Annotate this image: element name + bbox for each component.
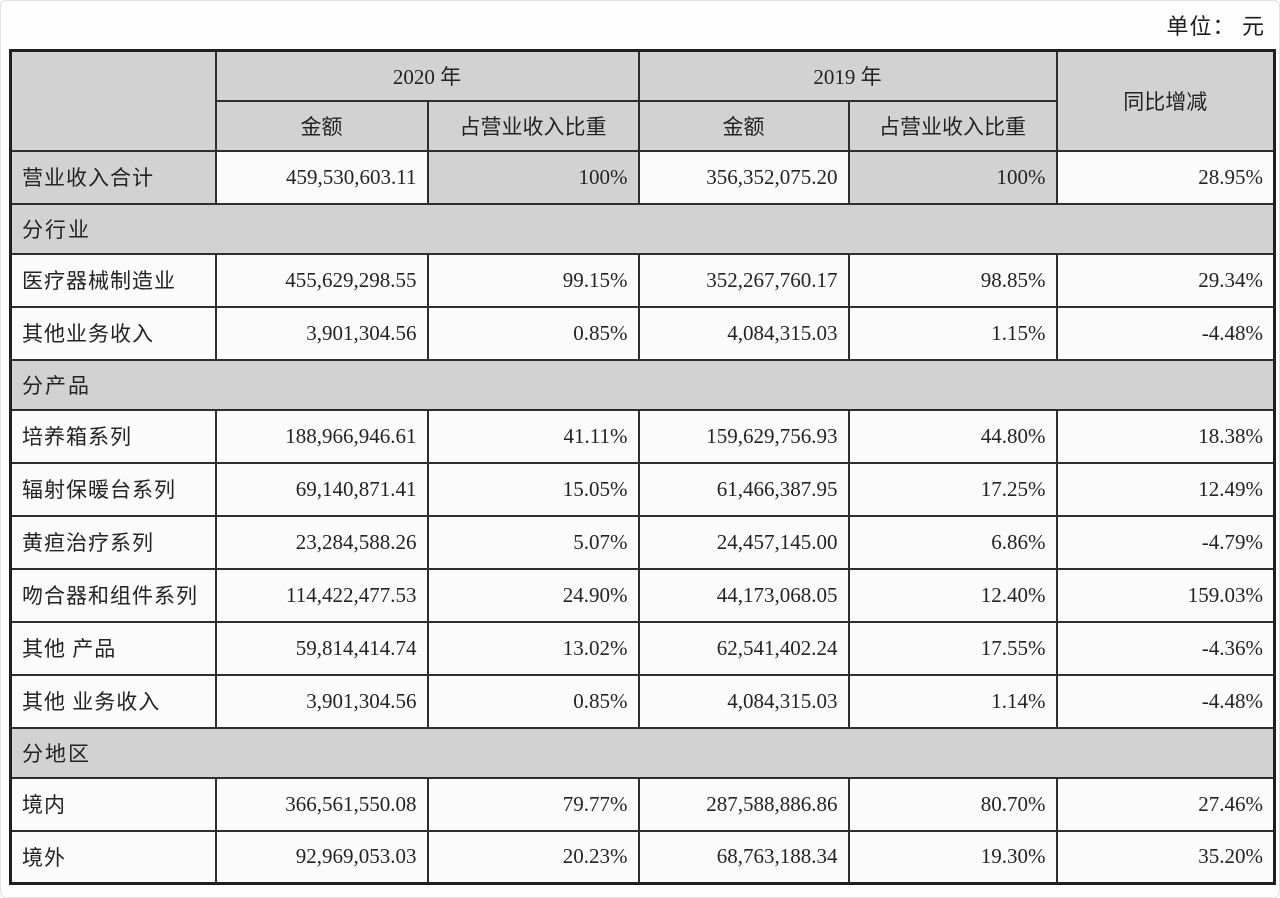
table-row: 境内 366,561,550.08 79.77% 287,588,886.86 … (9, 776, 1276, 832)
amount-2019-cell: 356,352,075.20 (637, 149, 850, 205)
row-label: 培养箱系列 (9, 408, 217, 464)
table-row: 吻合器和组件系列 114,422,477.53 24.90% 44,173,06… (9, 567, 1276, 623)
header-row-years: 2020 年 2019 年 同比增减 (9, 49, 1276, 152)
pct-2019-cell: 17.25% (847, 461, 1058, 517)
pct-2019-cell: 1.14% (847, 673, 1058, 729)
pct-2020-cell: 79.77% (426, 776, 640, 832)
amount-2020-cell: 92,969,053.03 (214, 829, 429, 885)
table-row: 其他 业务收入 3,901,304.56 0.85% 4,084,315.03 … (9, 673, 1276, 729)
amount-2020-cell: 59,814,414.74 (214, 620, 429, 676)
row-label: 黄疸治疗系列 (9, 514, 217, 570)
pct-2019-cell: 44.80% (847, 408, 1058, 464)
table-row: 其他业务收入 3,901,304.56 0.85% 4,084,315.03 1… (9, 305, 1276, 361)
yoy-cell: -4.36% (1055, 620, 1276, 676)
yoy-cell: 27.46% (1055, 776, 1276, 832)
header-row-measures: 金额 占营业收入比重 金额 占营业收入比重 (11, 99, 1275, 152)
amount-2020-cell: 3,901,304.56 (214, 673, 429, 729)
amount-2019-cell: 24,457,145.00 (637, 514, 850, 570)
header-yoy: 同比增减 (1055, 49, 1276, 152)
table-row: 其他 产品 59,814,414.74 13.02% 62,541,402.24… (9, 620, 1276, 676)
amount-2020-cell: 69,140,871.41 (214, 461, 429, 517)
row-label: 其他业务收入 (9, 305, 217, 361)
yoy-cell: 159.03% (1055, 567, 1276, 623)
pct-2020-cell: 15.05% (426, 461, 640, 517)
amount-2019-cell: 287,588,886.86 (637, 776, 850, 832)
pct-2019-cell: 17.55% (847, 620, 1058, 676)
row-label: 营业收入合计 (9, 149, 217, 205)
header-share-2019: 占营业收入比重 (847, 99, 1058, 152)
yoy-cell: -4.79% (1055, 514, 1276, 570)
header-year-2019: 2019 年 (637, 49, 1058, 102)
amount-2020-cell: 188,966,946.61 (214, 408, 429, 464)
amount-2020-cell: 23,284,588.26 (214, 514, 429, 570)
amount-2019-cell: 68,763,188.34 (637, 829, 850, 885)
header-year-2020: 2020 年 (214, 49, 640, 102)
pct-2019-cell: 80.70% (847, 776, 1058, 832)
yoy-cell: -4.48% (1055, 673, 1276, 729)
amount-2020-cell: 455,629,298.55 (214, 252, 429, 308)
pct-2020-cell: 41.11% (426, 408, 640, 464)
pct-2019-cell: 100% (847, 149, 1058, 205)
section-label: 分地区 (9, 726, 1276, 779)
row-label: 其他 业务收入 (9, 673, 217, 729)
pct-2020-cell: 0.85% (426, 673, 640, 729)
row-label: 吻合器和组件系列 (9, 567, 217, 623)
header-amount-2020: 金额 (214, 99, 429, 152)
table-row: 培养箱系列 188,966,946.61 41.11% 159,629,756.… (9, 408, 1276, 464)
table-row-total: 营业收入合计 459,530,603.11 100% 356,352,075.2… (9, 149, 1276, 205)
yoy-cell: 12.49% (1055, 461, 1276, 517)
row-label: 辐射保暖台系列 (9, 461, 217, 517)
yoy-cell: -4.48% (1055, 305, 1276, 361)
table-row: 境外 92,969,053.03 20.23% 68,763,188.34 19… (9, 829, 1276, 885)
yoy-cell: 18.38% (1055, 408, 1276, 464)
unit-label: 单位： 元 (1166, 14, 1265, 39)
pct-2019-cell: 1.15% (847, 305, 1058, 361)
row-label: 医疗器械制造业 (9, 252, 217, 308)
header-share-2020: 占营业收入比重 (426, 99, 640, 152)
pct-2020-cell: 0.85% (426, 305, 640, 361)
amount-2020-cell: 366,561,550.08 (214, 776, 429, 832)
pct-2019-cell: 6.86% (847, 514, 1058, 570)
header-corner-cell (9, 49, 217, 152)
yoy-cell: 35.20% (1055, 829, 1276, 885)
pct-2020-cell: 99.15% (426, 252, 640, 308)
pct-2020-cell: 20.23% (426, 829, 640, 885)
amount-2019-cell: 61,466,387.95 (637, 461, 850, 517)
amount-2020-cell: 3,901,304.56 (214, 305, 429, 361)
pct-2020-cell: 24.90% (426, 567, 640, 623)
amount-2019-cell: 62,541,402.24 (637, 620, 850, 676)
table-row: 黄疸治疗系列 23,284,588.26 5.07% 24,457,145.00… (9, 514, 1276, 570)
header-amount-2019: 金额 (637, 99, 850, 152)
revenue-breakdown-table: 2020 年 2019 年 同比增减 金额 占营业收入比重 金额 占营业收入比重… (9, 49, 1276, 885)
section-label: 分行业 (9, 202, 1276, 255)
amount-2020-cell: 459,530,603.11 (214, 149, 429, 205)
pct-2019-cell: 19.30% (847, 829, 1058, 885)
pct-2019-cell: 12.40% (847, 567, 1058, 623)
amount-2020-cell: 114,422,477.53 (214, 567, 429, 623)
section-label: 分产品 (9, 358, 1276, 411)
table-row: 医疗器械制造业 455,629,298.55 99.15% 352,267,76… (9, 252, 1276, 308)
yoy-cell: 29.34% (1055, 252, 1276, 308)
amount-2019-cell: 352,267,760.17 (637, 252, 850, 308)
amount-2019-cell: 159,629,756.93 (637, 408, 850, 464)
amount-2019-cell: 4,084,315.03 (637, 305, 850, 361)
row-label: 境外 (9, 829, 217, 885)
amount-2019-cell: 44,173,068.05 (637, 567, 850, 623)
yoy-cell: 28.95% (1055, 149, 1276, 205)
pct-2020-cell: 5.07% (426, 514, 640, 570)
pct-2019-cell: 98.85% (847, 252, 1058, 308)
amount-2019-cell: 4,084,315.03 (637, 673, 850, 729)
pct-2020-cell: 100% (426, 149, 640, 205)
table-row: 辐射保暖台系列 69,140,871.41 15.05% 61,466,387.… (9, 461, 1276, 517)
row-label: 境内 (9, 776, 217, 832)
row-label: 其他 产品 (9, 620, 217, 676)
section-row-industry: 分行业 (9, 202, 1276, 255)
section-row-product: 分产品 (9, 358, 1276, 411)
section-row-region: 分地区 (9, 726, 1276, 779)
pct-2020-cell: 13.02% (426, 620, 640, 676)
